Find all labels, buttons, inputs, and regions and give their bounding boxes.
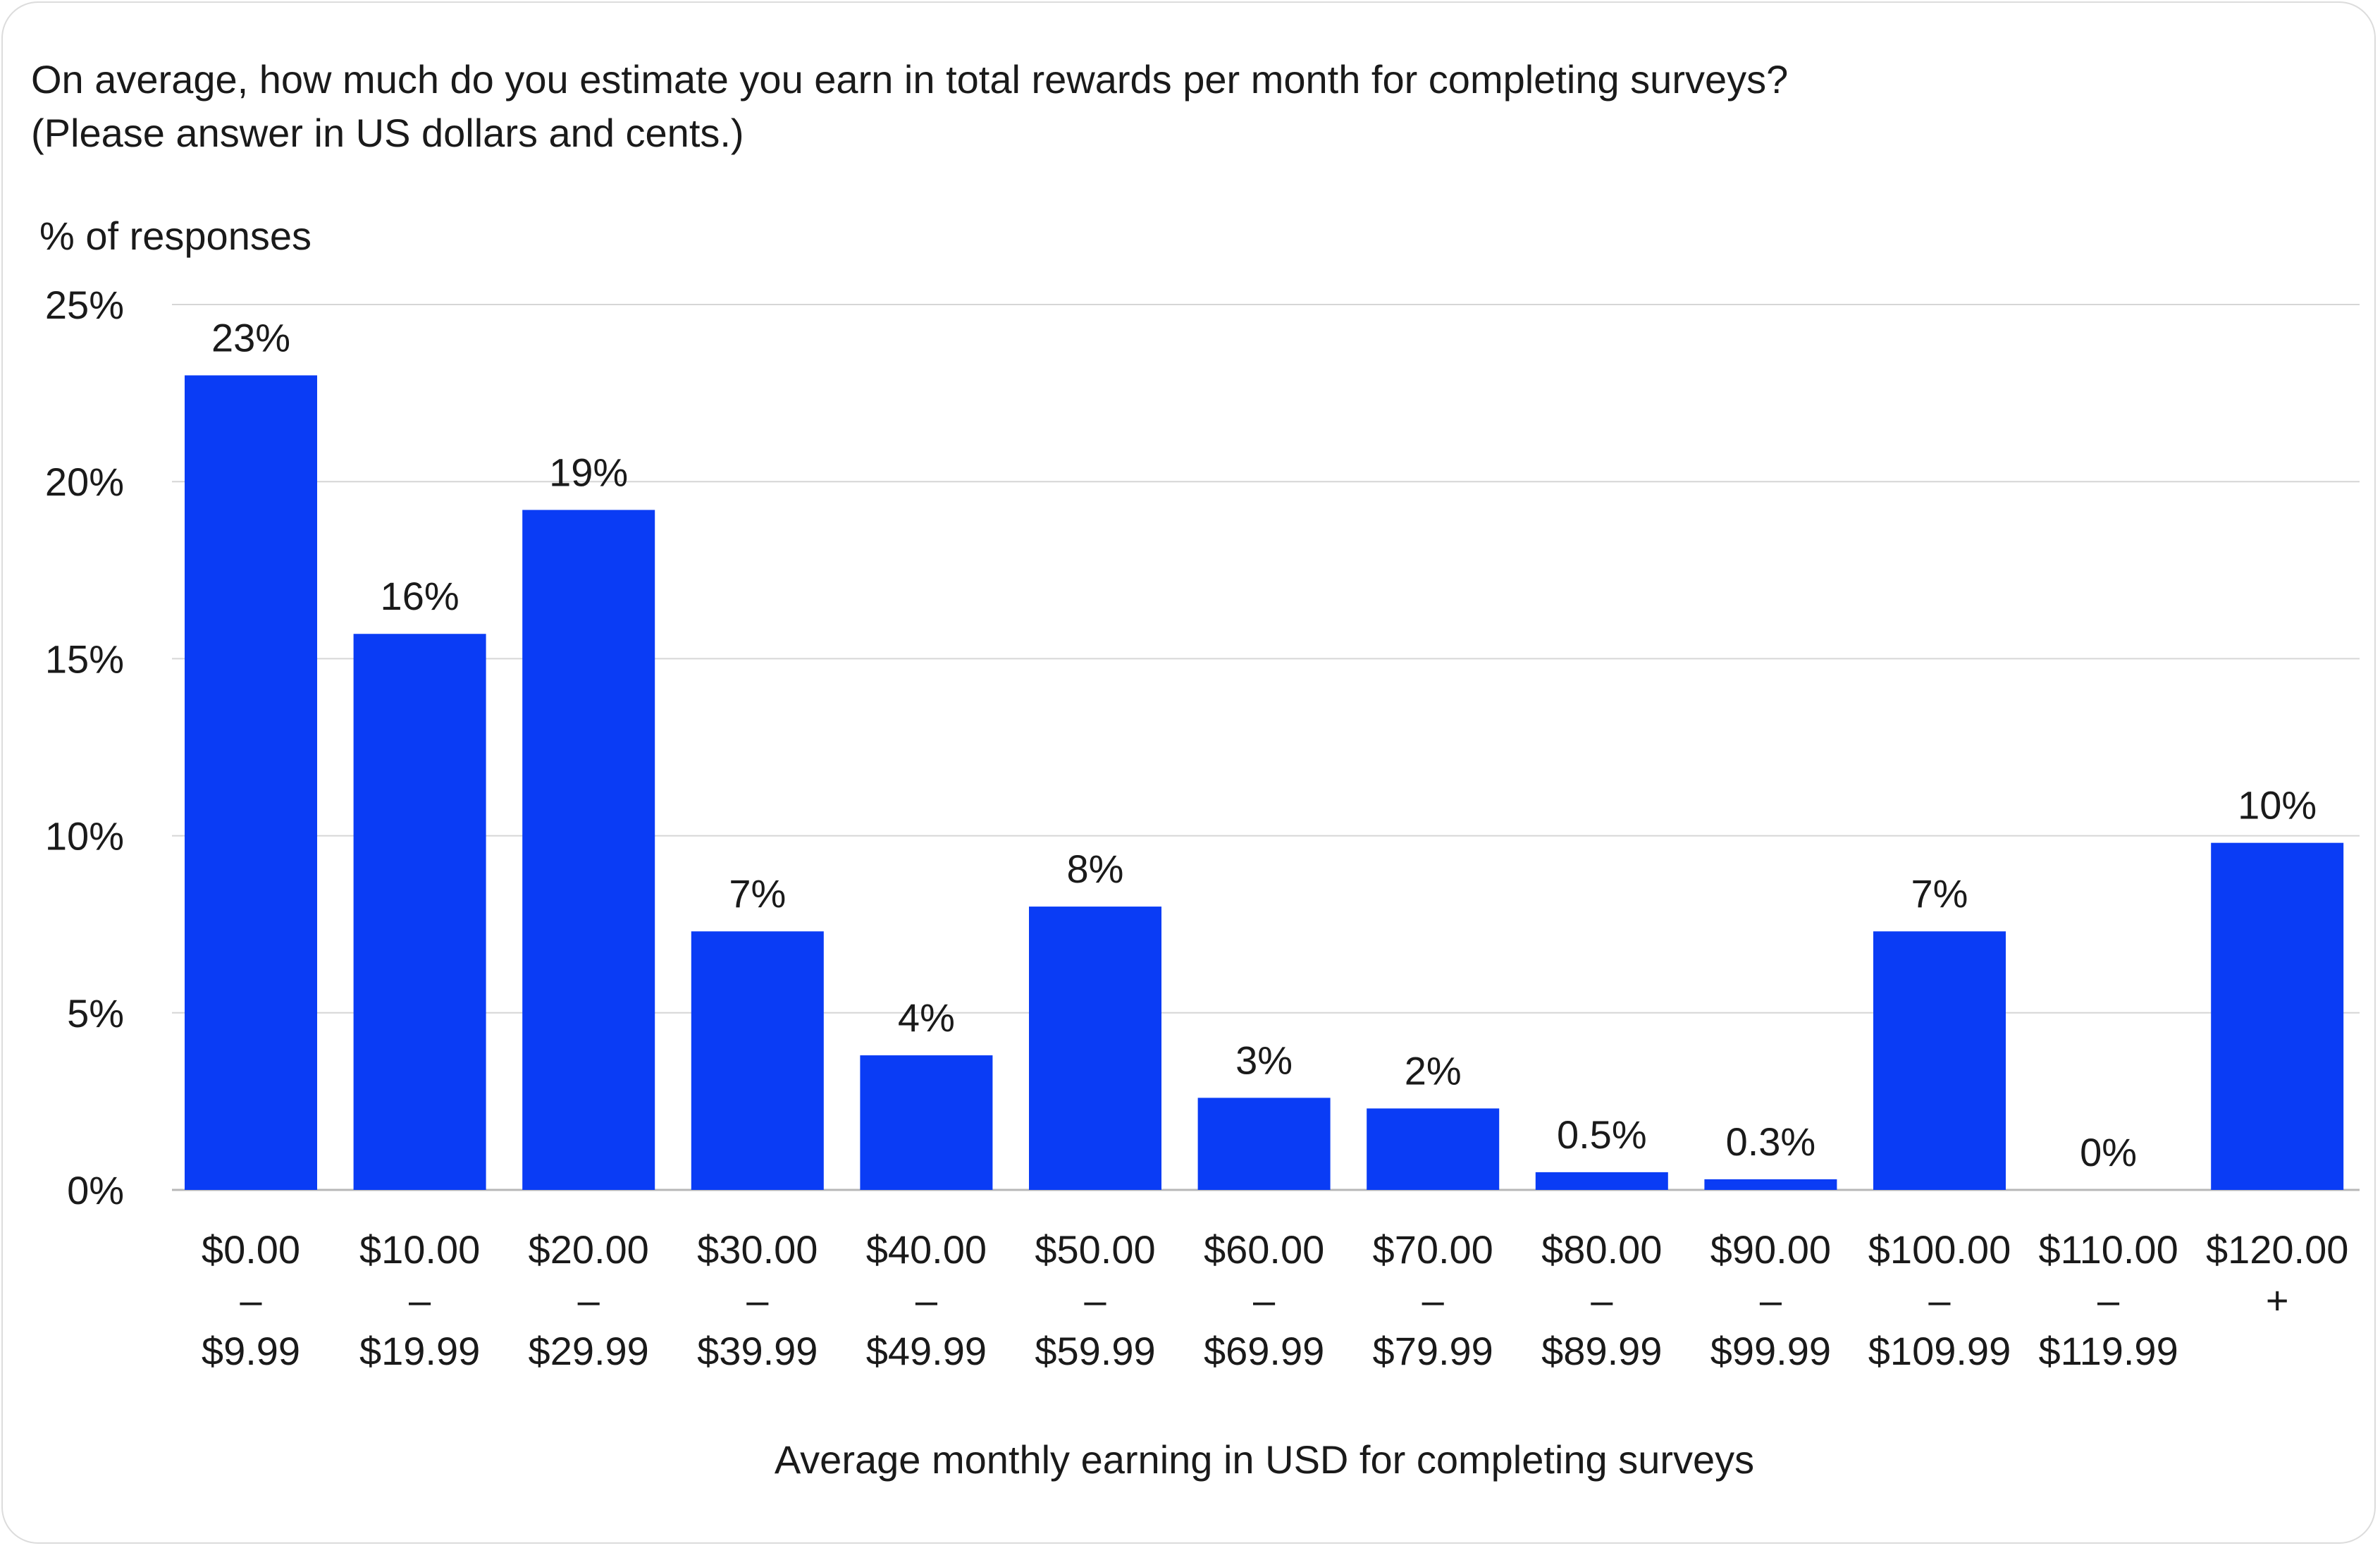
x-tick-label-line: $90.00 xyxy=(1710,1227,1831,1272)
bar-value-label: 2% xyxy=(1405,1048,1462,1093)
bar-value-label: 0% xyxy=(2080,1130,2137,1174)
x-tick-label-line: $60.00 xyxy=(1204,1227,1324,1272)
x-tick-label-line: $89.99 xyxy=(1541,1329,1662,1373)
x-tick-label-line: – xyxy=(409,1278,431,1322)
x-tick-label-line: $100.00 xyxy=(1868,1227,2011,1272)
x-tick-label-line: – xyxy=(2097,1278,2120,1322)
x-tick-label: $50.00 – $59.99 xyxy=(1035,1227,1155,1373)
chart-title: On average, how much do you estimate you… xyxy=(31,57,1788,102)
x-tick-label-line: + xyxy=(2266,1278,2289,1322)
bar-value-label: 7% xyxy=(729,871,786,916)
bar-value-label: 10% xyxy=(2238,783,2317,828)
x-tick-label-line: – xyxy=(240,1278,262,1322)
bar xyxy=(1029,907,1161,1190)
x-tick-label-line: $29.99 xyxy=(529,1329,649,1373)
chart-subtitle: (Please answer in US dollars and cents.) xyxy=(31,111,744,155)
x-tick-label-line: – xyxy=(578,1278,600,1322)
x-tick-label-line: – xyxy=(1591,1278,1613,1322)
bar xyxy=(2211,842,2344,1190)
bar xyxy=(1367,1108,1500,1190)
y-tick-labels: 0% 5% 10% 15% 20% 25% xyxy=(45,283,124,1212)
bar-value-label: 0.5% xyxy=(1557,1112,1647,1157)
x-tick-label: $30.00 – $39.99 xyxy=(697,1227,818,1373)
x-tick-label-line: $50.00 xyxy=(1035,1227,1155,1272)
bar-value-label: 19% xyxy=(549,450,628,494)
x-tick-labels: $0.00 – $9.99 $10.00 – $19.99 $20.00 – $29.99 $30… xyxy=(202,1227,2348,1373)
x-tick-label-line: $59.99 xyxy=(1035,1329,1155,1373)
bar-value-label: 7% xyxy=(1911,871,1968,916)
x-tick-label-line: – xyxy=(1084,1278,1106,1322)
bar-value-label: 3% xyxy=(1235,1038,1293,1082)
x-tick-label-line: $9.99 xyxy=(202,1329,300,1373)
bar xyxy=(1197,1098,1331,1190)
x-tick-label-line: $10.00 xyxy=(359,1227,480,1272)
x-tick-label: $70.00 – $79.99 xyxy=(1373,1227,1493,1373)
bar-value-label: 4% xyxy=(898,995,955,1040)
bar-value-label: 23% xyxy=(211,315,290,360)
bar-value-label: 16% xyxy=(381,574,460,618)
x-tick-label-line: $109.99 xyxy=(1868,1329,2011,1373)
x-tick-label-line: – xyxy=(1760,1278,1782,1322)
bar xyxy=(1873,931,2006,1190)
x-tick-label-line: $120.00 xyxy=(2206,1227,2348,1272)
bar-value-label: 0.3% xyxy=(1726,1119,1816,1164)
x-tick-label-line: – xyxy=(915,1278,938,1322)
bar-chart: On average, how much do you estimate you… xyxy=(31,57,2360,1482)
x-tick-label-line: $19.99 xyxy=(359,1329,480,1373)
y-tick-label: 5% xyxy=(67,991,124,1036)
bar xyxy=(1535,1172,1668,1190)
bar xyxy=(353,634,486,1190)
x-tick-label: $80.00 – $89.99 xyxy=(1541,1227,1662,1373)
bar xyxy=(522,510,655,1190)
x-tick-label: $90.00 – $99.99 xyxy=(1710,1227,1831,1373)
x-tick-label: $20.00 – $29.99 xyxy=(529,1227,649,1373)
x-tick-label-line: $110.00 xyxy=(2038,1227,2178,1272)
y-tick-label: 25% xyxy=(45,283,124,327)
bars xyxy=(185,375,2344,1190)
x-tick-label-line: $99.99 xyxy=(1710,1329,1831,1373)
x-tick-label: $110.00 – $119.99 xyxy=(2038,1227,2178,1373)
bar xyxy=(691,931,824,1190)
x-tick-label: $0.00 – $9.99 xyxy=(202,1227,300,1373)
x-tick-label-line: – xyxy=(1928,1278,1951,1322)
y-tick-label: 10% xyxy=(45,814,124,859)
bar xyxy=(1704,1179,1837,1190)
y-axis-label: % of responses xyxy=(39,214,312,258)
x-axis-label: Average monthly earning in USD for compl… xyxy=(775,1437,1754,1482)
x-tick-label: $100.00 – $109.99 xyxy=(1868,1227,2011,1373)
x-tick-label-line: $79.99 xyxy=(1373,1329,1493,1373)
x-tick-label-line: – xyxy=(746,1278,769,1322)
x-tick-label-line: $40.00 xyxy=(866,1227,987,1272)
x-tick-label-line: $69.99 xyxy=(1204,1329,1324,1373)
x-tick-label: $60.00 – $69.99 xyxy=(1204,1227,1324,1373)
bar xyxy=(185,375,317,1190)
x-tick-label: $120.00 + xyxy=(2206,1227,2348,1322)
x-tick-label-line: $119.99 xyxy=(2038,1329,2178,1373)
y-tick-label: 0% xyxy=(67,1168,124,1212)
x-tick-label-line: – xyxy=(1422,1278,1445,1322)
bar-value-label: 8% xyxy=(1067,847,1124,891)
x-tick-label-line: $70.00 xyxy=(1373,1227,1493,1272)
x-tick-label-line: $80.00 xyxy=(1541,1227,1662,1272)
value-labels: 23% 16% 19% 7% 4% 8% 3% 2% 0.5% 0.3% 7% 0% 10% xyxy=(211,315,2317,1174)
y-tick-label: 15% xyxy=(45,637,124,681)
x-tick-label-line: $39.99 xyxy=(697,1329,818,1373)
y-tick-label: 20% xyxy=(45,460,124,504)
x-tick-label-line: $20.00 xyxy=(529,1227,649,1272)
x-tick-label-line: – xyxy=(1253,1278,1276,1322)
x-tick-label-line: $30.00 xyxy=(697,1227,818,1272)
x-tick-label: $10.00 – $19.99 xyxy=(359,1227,480,1373)
bar xyxy=(860,1055,993,1190)
x-tick-label-line: $49.99 xyxy=(866,1329,987,1373)
x-tick-label: $40.00 – $49.99 xyxy=(866,1227,987,1373)
x-tick-label-line: $0.00 xyxy=(202,1227,300,1272)
